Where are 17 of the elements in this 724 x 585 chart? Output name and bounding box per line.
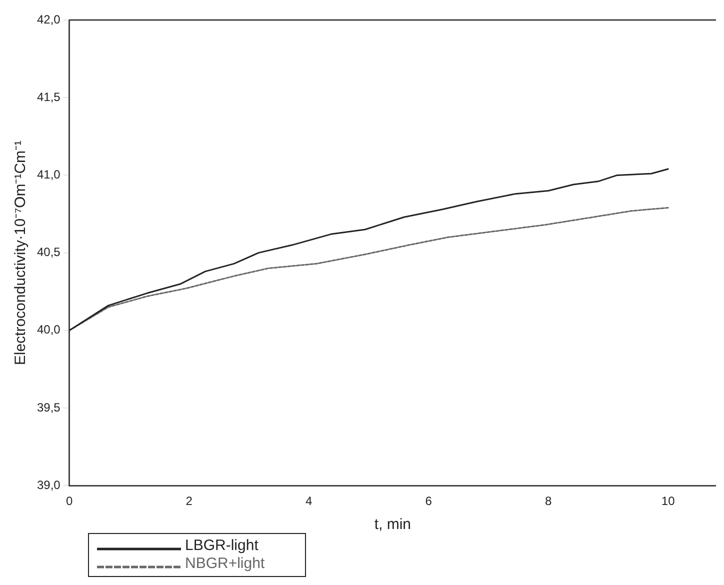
x-tick-label: 2: [186, 494, 193, 508]
y-tick-label: 41,5: [36, 90, 61, 104]
x-tick-label: 6: [425, 494, 432, 508]
y-tick-label: 40,0: [36, 322, 61, 337]
x-tick-label: 4: [306, 494, 313, 508]
x-tick-label: 10: [661, 494, 676, 508]
y-tick-label: 40,5: [36, 245, 61, 260]
y-tick-label: 39,0: [36, 478, 61, 492]
y-tick-label: 41,0: [36, 168, 61, 182]
text: NBGR+light: [185, 555, 265, 573]
x-axis-title: t, min: [374, 516, 412, 534]
x-tick-label: 0: [66, 494, 74, 508]
x-tick-label: 8: [545, 494, 552, 508]
y-tick-label: 42,0: [36, 12, 61, 26]
text: LBGR-light: [185, 537, 258, 555]
y-tick-label: 39,5: [36, 400, 61, 414]
y-axis-title: Electroconductivity·10⁻⁷Om⁻¹Cm⁻¹: [12, 140, 30, 366]
